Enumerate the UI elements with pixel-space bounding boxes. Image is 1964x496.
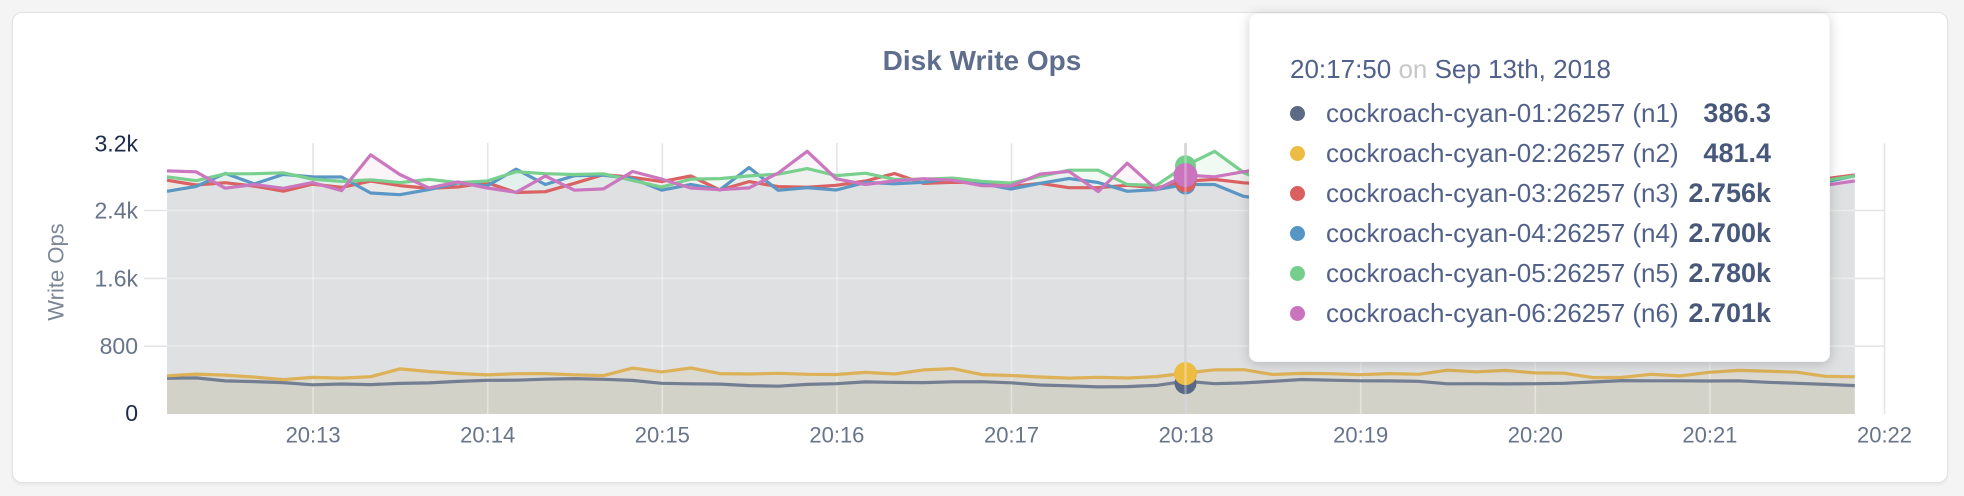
svg-text:2.4k: 2.4k: [95, 198, 139, 224]
svg-text:800: 800: [100, 333, 138, 359]
svg-text:3.2k: 3.2k: [95, 131, 139, 157]
svg-text:20:22: 20:22: [1857, 423, 1912, 448]
svg-text:20:21: 20:21: [1682, 423, 1737, 448]
svg-text:20:19: 20:19: [1333, 423, 1388, 448]
svg-text:20:13: 20:13: [286, 423, 341, 448]
svg-text:20:16: 20:16: [809, 423, 864, 448]
svg-text:0: 0: [125, 400, 138, 426]
svg-text:20:18: 20:18: [1159, 423, 1214, 448]
svg-text:1.6k: 1.6k: [95, 265, 139, 291]
svg-text:20:20: 20:20: [1508, 423, 1563, 448]
svg-text:Write Ops: Write Ops: [44, 223, 69, 320]
svg-text:20:14: 20:14: [460, 423, 515, 448]
svg-text:20:15: 20:15: [635, 423, 690, 448]
svg-text:20:17: 20:17: [984, 423, 1039, 448]
